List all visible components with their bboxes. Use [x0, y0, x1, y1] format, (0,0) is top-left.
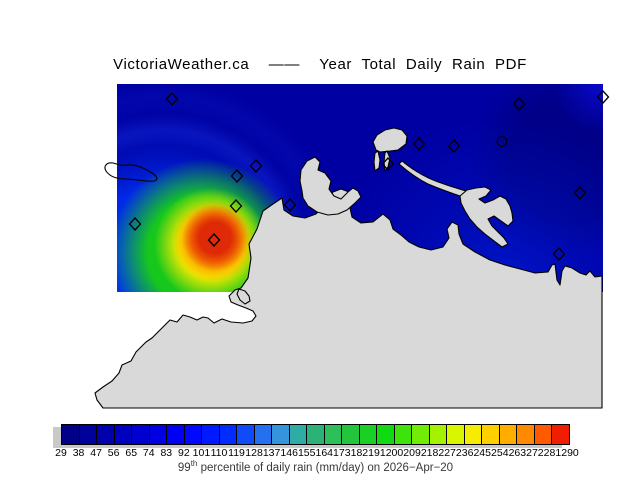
- colorbar-cell: [218, 425, 237, 444]
- colorbar-tick-label: 56: [107, 447, 120, 459]
- station-marker[interactable]: [283, 198, 297, 212]
- colorbar-cell: [376, 425, 394, 444]
- colorbar-tick-label: 200: [385, 447, 404, 459]
- caption-percentile-value: 99: [177, 461, 191, 474]
- colorbar-tick-label: 245: [473, 447, 491, 459]
- colorbar-cell: [481, 425, 499, 444]
- colorbar-cell: [96, 425, 114, 444]
- station-marker[interactable]: [412, 137, 426, 151]
- station-marker[interactable]: [512, 97, 526, 111]
- station-marker[interactable]: [229, 199, 243, 213]
- colorbar-tick-label: 209: [403, 447, 421, 459]
- land-layer: [94, 127, 603, 409]
- colorbar-cell: [113, 425, 132, 444]
- station-marker[interactable]: [381, 157, 395, 171]
- land-beak-leg-west: [373, 150, 381, 172]
- islet-outline: [496, 135, 508, 148]
- colorbar-tick-label: 119: [228, 447, 245, 459]
- colorbar-tick-label: 236: [455, 447, 474, 459]
- colorbar-cell: [323, 425, 342, 444]
- colorbar-cell: [498, 425, 517, 444]
- colorbar-cell: [62, 425, 79, 444]
- colorbar-tick-label: 146: [280, 447, 298, 459]
- station-marker[interactable]: [573, 186, 587, 200]
- land-hook-point: [236, 288, 251, 305]
- coastline-outline-layer: [104, 135, 508, 182]
- land-beak-leg-east: [383, 150, 391, 172]
- colorbar-cell: [148, 425, 167, 444]
- colorbar-cell: [533, 425, 552, 444]
- colorbar-tick-label: 281: [543, 447, 562, 459]
- colorbar-tick-label: 272: [526, 447, 544, 459]
- station-marker[interactable]: [249, 159, 263, 173]
- station-markers-layer: [128, 90, 610, 261]
- colorbar-cell: [516, 425, 534, 444]
- colorbar-tick-label: 83: [160, 447, 173, 459]
- colorbar-tick-label: 101: [192, 447, 211, 459]
- colorbar: [61, 424, 570, 445]
- colorbar-cell: [201, 425, 219, 444]
- page-title: VictoriaWeather.ca —— Year Total Daily R…: [113, 56, 527, 73]
- caption-ordinal-suffix: th: [190, 459, 198, 468]
- colorbar-tick-label: 38: [72, 447, 85, 459]
- colorbar-tick-label: 74: [142, 447, 155, 459]
- colorbar-cell: [341, 425, 359, 444]
- colorbar-tick-labels: 29 38 47 56 65 74 83 92 101 110 119 128 137 146 155 164…: [55, 447, 579, 459]
- colorbar-cell: [463, 425, 482, 444]
- colorbar-tick-label: 227: [438, 447, 456, 459]
- colorbar-caption: 99th percentile of daily rain (mm/day) o…: [61, 459, 570, 474]
- colorbar-tick-label: 92: [178, 447, 190, 459]
- station-marker[interactable]: [207, 233, 221, 247]
- colorbar-tick-label: 263: [508, 447, 527, 459]
- colorbar-tick-label: 65: [125, 447, 138, 459]
- island-outline: [104, 162, 158, 182]
- colorbar-cell: [411, 425, 429, 444]
- station-marker[interactable]: [447, 139, 461, 153]
- colorbar-cell: [253, 425, 272, 444]
- colorbar-cell: [358, 425, 377, 444]
- colorbar-cell: [551, 425, 569, 444]
- colorbar-tick-label: 128: [245, 447, 263, 459]
- land-east-peninsula: [459, 186, 514, 248]
- colorbar-cell: [78, 425, 97, 444]
- colorbar-cell: [183, 425, 202, 444]
- station-marker[interactable]: [165, 92, 179, 106]
- colorbar-cell: [288, 425, 307, 444]
- colorbar-tick-label: 164: [315, 447, 334, 459]
- colorbar-tick-label: 137: [262, 447, 281, 459]
- station-marker[interactable]: [230, 169, 244, 183]
- colorbar-cell: [306, 425, 324, 444]
- caption-text: percentile of daily rain (mm/day) on 202…: [197, 461, 454, 474]
- colorbar-tick-label: 290: [561, 447, 579, 459]
- colorbar-tick-label: 173: [333, 447, 351, 459]
- colorbar-cell: [446, 425, 464, 444]
- land-west-blob: [299, 156, 362, 216]
- colorbar-tick-label: 47: [90, 447, 102, 459]
- colorbar-cell: [393, 425, 412, 444]
- colorbar-tick-label: 110: [210, 447, 228, 459]
- colorbar-cell: [271, 425, 289, 444]
- colorbar-cell: [166, 425, 184, 444]
- station-marker[interactable]: [552, 247, 566, 261]
- colorbar-tick-label: 182: [350, 447, 369, 459]
- colorbar-cell: [236, 425, 254, 444]
- colorbar-tick-label: 191: [368, 447, 386, 459]
- colorbar-tick-label: 254: [491, 447, 509, 459]
- land-beak-island: [372, 127, 408, 153]
- colorbar-cell: [428, 425, 447, 444]
- colorbar-tick-label: 29: [55, 447, 67, 459]
- station-marker[interactable]: [596, 90, 610, 104]
- colorbar-tick-label: 218: [420, 447, 439, 459]
- colorbar-cell: [131, 425, 149, 444]
- colorbar-tick-label: 155: [297, 447, 316, 459]
- station-marker[interactable]: [128, 217, 142, 231]
